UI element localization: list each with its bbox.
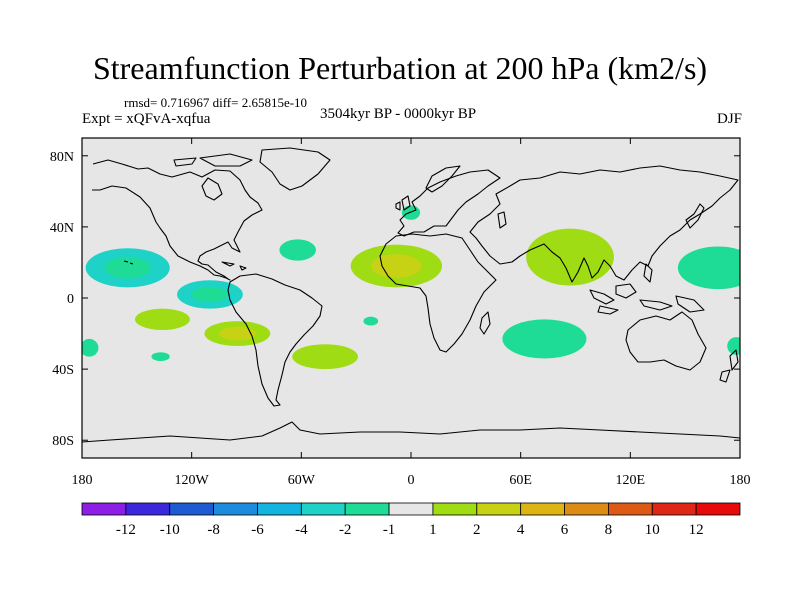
contour-australia-east-edge — [727, 337, 740, 355]
coast-antarctica — [82, 421, 740, 443]
coast-british-isles — [395, 195, 411, 211]
lon-tick-label: 60W — [288, 473, 316, 488]
colorbar-swatch — [213, 502, 258, 516]
lon-tick-label: 120W — [175, 473, 210, 488]
contour-west-pacific-north — [677, 246, 740, 290]
contour-central-pacific-north-core — [104, 257, 151, 279]
lat-tick-label: 40S — [52, 363, 74, 378]
colorbar-swatch — [695, 502, 741, 516]
coast-japan — [685, 203, 705, 229]
colorbar-swatch — [476, 502, 522, 516]
colorbar-label: -4 — [295, 522, 308, 538]
coast-south-america — [227, 273, 323, 407]
coast-europe — [397, 169, 501, 237]
colorbar-label: -6 — [251, 522, 264, 538]
lat-tick-label: 80N — [50, 150, 74, 165]
coast-africa — [379, 233, 497, 353]
contour-east-pacific-equatorial-core — [191, 286, 229, 303]
colorbar-label: -1 — [383, 522, 396, 538]
colorbar-label: 12 — [689, 522, 704, 538]
coast-caribbean — [221, 261, 247, 271]
contour-south-atlantic-west — [292, 344, 358, 370]
colorbar-label: -12 — [116, 522, 136, 538]
coast-caspian — [497, 211, 507, 229]
contour-south-pacific-east-core — [219, 326, 256, 341]
coast-hudson-bay — [201, 177, 223, 201]
lon-tick-label: 60E — [509, 473, 532, 488]
colorbar-label: -8 — [207, 522, 220, 538]
colorbar-swatch — [81, 502, 127, 516]
colorbar-label: 4 — [517, 522, 525, 538]
colorbar: -12 -10 -8 -6 -4 -2 -1 1 2 4 6 8 10 12 — [81, 502, 741, 538]
colorbar-swatch — [432, 502, 478, 516]
coast-north-america — [92, 159, 263, 281]
contour-south-pacific-far-west — [82, 338, 99, 357]
colorbar-swatch — [257, 502, 302, 516]
colorbar-label: -10 — [160, 522, 180, 538]
stats-text: rmsd= 0.716967 diff= 2.65815e-10 — [124, 95, 308, 110]
colorbar-label: 10 — [645, 522, 660, 538]
colorbar-swatch — [520, 502, 565, 516]
plot-title: Streamfunction Perturbation at 200 hPa (… — [92, 50, 708, 86]
colorbar-label: -2 — [339, 522, 352, 538]
lon-tick-label: 0 — [408, 473, 415, 488]
colorbar-swatch — [388, 502, 434, 516]
colorbar-label: 2 — [473, 522, 481, 538]
lon-tick-label: 120E — [616, 473, 646, 488]
colorbar-label: 6 — [561, 522, 569, 538]
lat-tick-label: 0 — [67, 292, 74, 307]
contour-south-asia — [526, 228, 614, 286]
colorbar-label: 8 — [605, 522, 613, 538]
contour-south-atlantic-central — [363, 316, 379, 326]
contour-layer — [82, 205, 740, 370]
season-label: DJF — [716, 111, 742, 127]
contour-south-pacific-small — [151, 352, 170, 362]
experiment-label: Expt = xQFvA-xqfua — [82, 111, 211, 127]
contour-western-europe — [401, 205, 421, 220]
coast-greenland — [259, 147, 331, 191]
colorbar-swatch — [300, 502, 346, 516]
contour-south-pacific-west — [135, 308, 190, 331]
coast-madagascar — [479, 311, 491, 335]
colorbar-swatch — [169, 502, 215, 516]
coast-australia — [625, 311, 707, 371]
colorbar-swatch — [564, 502, 609, 516]
coast-philippines — [643, 263, 653, 283]
contour-indian-ocean-south — [502, 319, 587, 359]
lat-tick-label: 40N — [50, 221, 74, 236]
coast-asia — [469, 165, 739, 283]
colorbar-swatch — [608, 502, 653, 516]
contour-north-africa-core — [371, 254, 422, 278]
colorbar-swatch — [125, 502, 171, 516]
axis-ticks: 180 120W 60W 0 60E 120E 180 80N 40N 0 40S 80S — [50, 138, 751, 488]
contour-gulf-of-mexico-east — [279, 239, 316, 261]
lon-tick-label: 180 — [72, 473, 93, 488]
period-label: 3504kyr BP - 0000kyr BP — [320, 106, 477, 122]
coast-hawaii — [123, 260, 134, 265]
coastline-layer — [82, 147, 740, 443]
coast-arctic-islands — [173, 153, 253, 167]
colorbar-label: 1 — [429, 522, 437, 538]
lat-tick-label: 80S — [52, 434, 74, 449]
lon-tick-label: 180 — [730, 473, 751, 488]
colorbar-swatch — [344, 502, 390, 516]
coast-scandinavia — [425, 165, 461, 193]
colorbar-swatch — [651, 502, 697, 516]
coast-indonesia — [589, 283, 705, 315]
coast-new-zealand — [719, 349, 739, 383]
